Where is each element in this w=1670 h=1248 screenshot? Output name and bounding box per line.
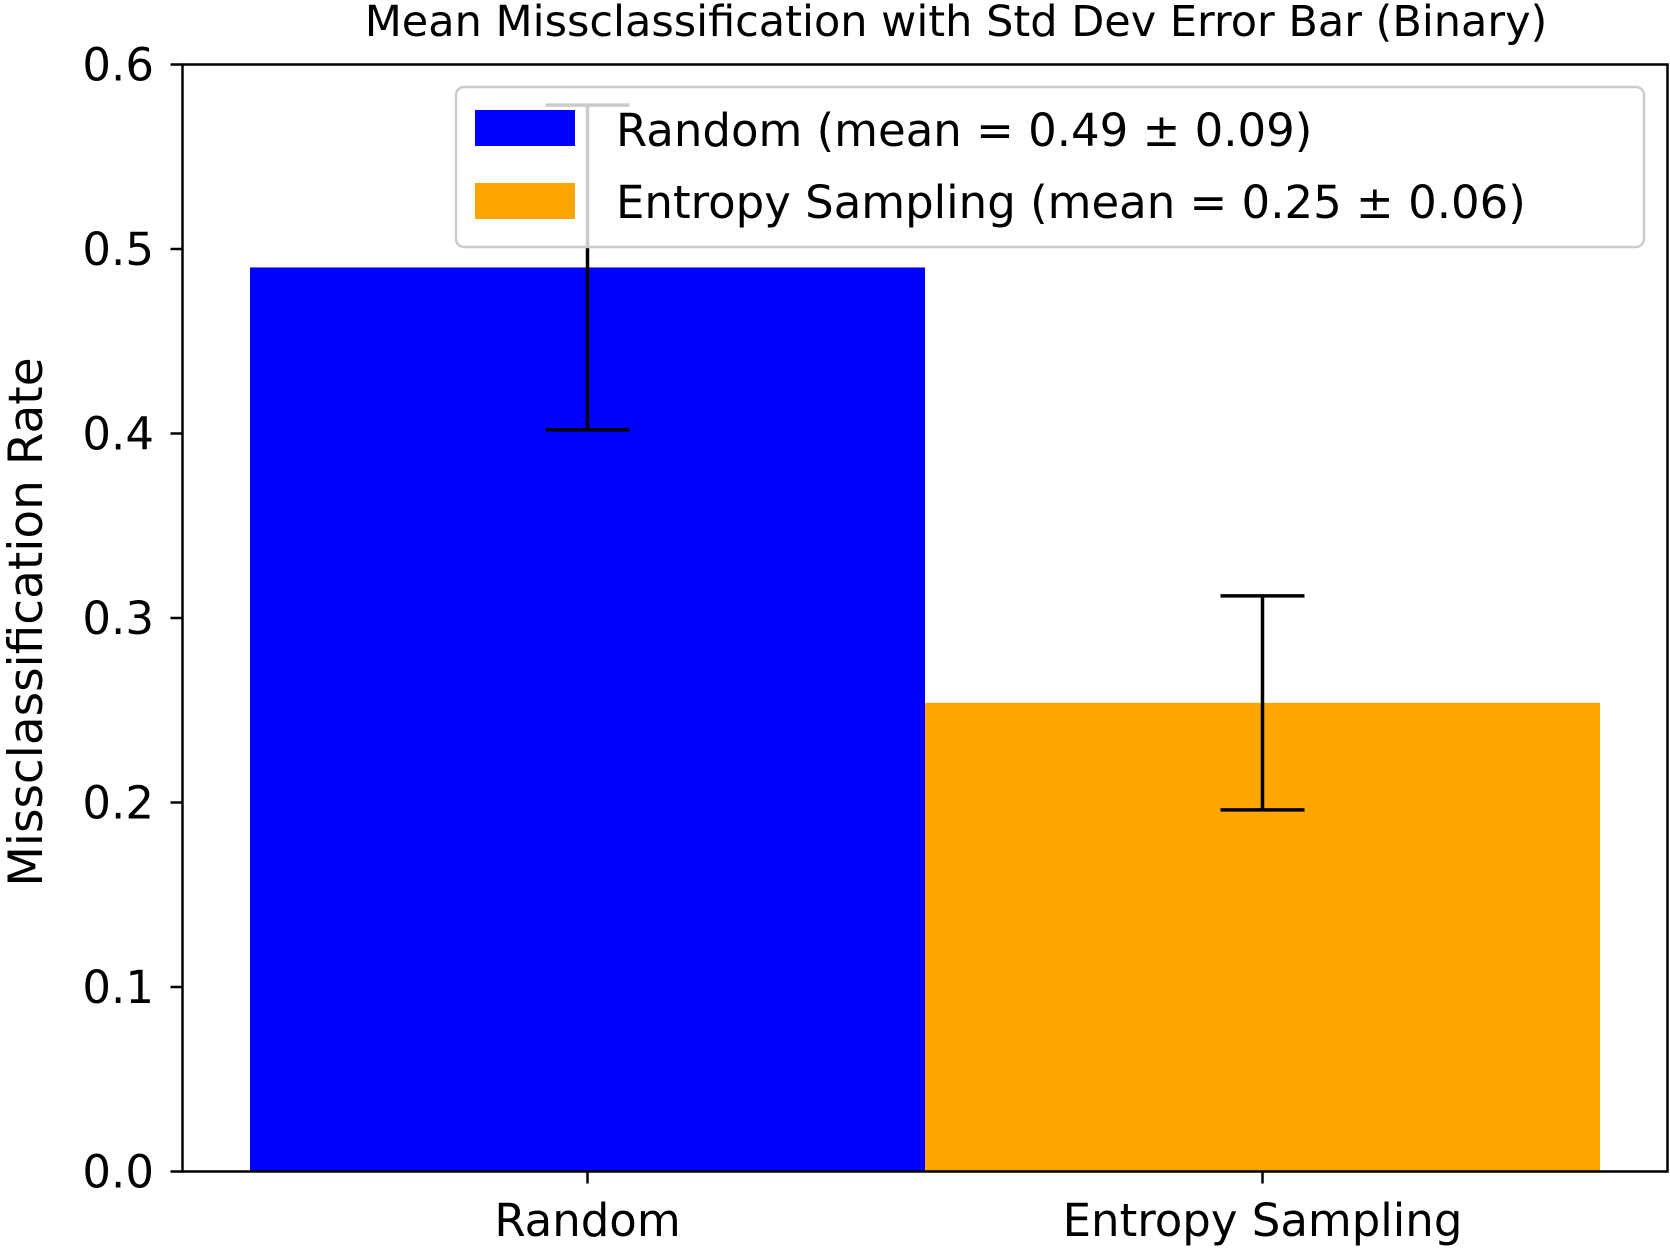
chart-title: Mean Missclassification with Std Dev Err… <box>365 0 1548 47</box>
y-tick-label-2: 0.2 <box>82 777 154 830</box>
x-axis: Random Entropy Sampling <box>494 1171 1463 1247</box>
y-axis: 0.0 0.1 0.2 0.3 0.4 0.5 0.6 <box>82 39 183 1199</box>
y-tick-label-3: 0.3 <box>82 592 154 645</box>
legend-swatch-random <box>475 110 575 146</box>
y-tick-label-0: 0.0 <box>82 1146 154 1199</box>
x-tick-label-entropy-sampling: Entropy Sampling <box>1063 1194 1463 1247</box>
y-tick-label-6: 0.6 <box>82 39 154 92</box>
legend-label-random: Random (mean = 0.49 ± 0.09) <box>616 104 1312 157</box>
x-tick-label-random: Random <box>494 1194 680 1247</box>
bars-group <box>250 267 1600 1172</box>
y-tick-label-5: 0.5 <box>82 223 154 276</box>
legend-frame <box>454 85 1646 249</box>
y-tick-label-4: 0.4 <box>82 408 154 461</box>
y-tick-label-1: 0.1 <box>82 961 154 1014</box>
legend-label-entropy-sampling: Entropy Sampling (mean = 0.25 ± 0.06) <box>616 176 1526 229</box>
y-axis-label: Missclassification Rate <box>0 357 54 886</box>
legend: Random (mean = 0.49 ± 0.09) Entropy Samp… <box>454 85 1646 249</box>
legend-swatch-entropy-sampling <box>475 183 575 219</box>
